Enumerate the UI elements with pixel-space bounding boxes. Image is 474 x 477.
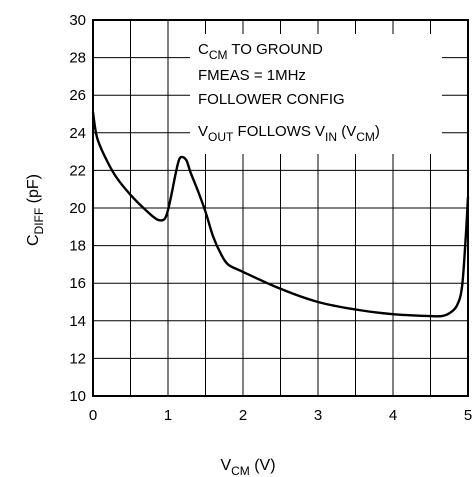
y-tick-label: 22 [69,162,86,179]
x-axis-label: VCM (V) [220,457,275,477]
y-tick-label: 24 [69,125,86,142]
annotation-line-4: VOUT FOLLOWS VIN (VCM) [198,123,380,144]
x-tick-labels: 0 1 2 3 4 5 [89,407,472,424]
y-tick-label: 10 [69,388,86,405]
y-tick-label: 28 [69,50,86,67]
y-tick-label: 26 [69,87,86,104]
x-tick-label: 0 [89,407,97,424]
y-tick-label: 14 [69,313,86,330]
annotation-line-1: CCM TO GROUND [198,41,323,62]
x-tick-label: 1 [164,407,172,424]
y-tick-labels: 10 12 14 16 18 20 22 24 26 28 30 [69,12,86,405]
annotation-line-2: FMEAS = 1MHz [198,67,306,84]
y-tick-label: 12 [69,350,86,367]
y-tick-label: 18 [69,238,86,255]
x-tick-label: 3 [314,407,322,424]
x-tick-label: 4 [389,407,397,424]
x-tick-label: 2 [239,407,247,424]
cdiff-curve [91,111,470,318]
y-tick-label: 20 [69,200,86,217]
y-tick-label: 30 [69,12,86,29]
y-tick-label: 16 [69,275,86,292]
annotation-block: CCM TO GROUND FMEAS = 1MHz FOLLOWER CONF… [190,34,442,154]
annotation-line-3: FOLLOWER CONFIG [198,91,345,108]
y-axis-label: CDIFF (pF) [25,174,46,246]
x-tick-label: 5 [464,407,472,424]
